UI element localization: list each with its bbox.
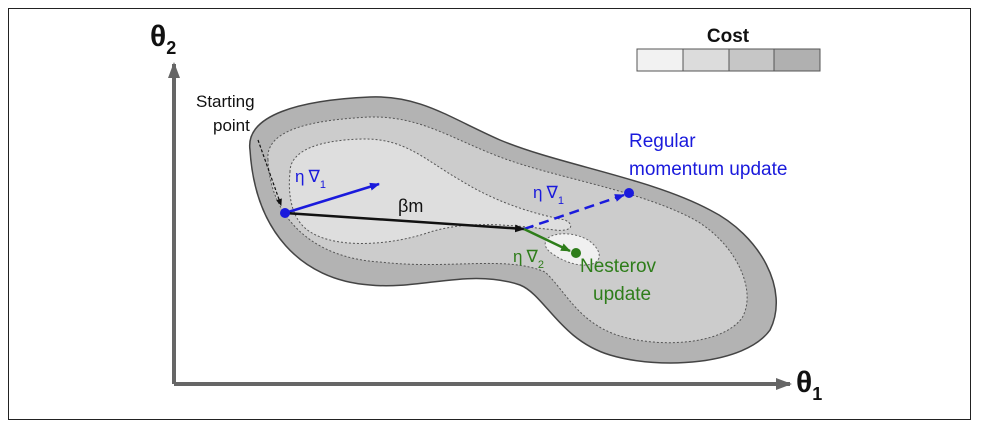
momentum-arrow (284, 211, 525, 233)
gradient-arrow-start (284, 182, 380, 215)
legend-colorbar (636, 48, 821, 72)
starting-point-marker (280, 208, 290, 218)
nesterov-update-label: Nesterov update (580, 256, 661, 305)
legend-title: Cost (707, 26, 750, 47)
legend-swatch-1 (636, 48, 684, 72)
gradient-label-start: η ∇1 (295, 167, 326, 191)
y-axis-label: θ2 (150, 20, 176, 58)
nesterov-update-point (571, 248, 581, 258)
legend-swatch-3 (728, 48, 775, 72)
figure-frame (8, 8, 971, 420)
gradient-label-regular: η ∇1 (533, 183, 564, 207)
legend-swatch-4 (773, 48, 821, 72)
regular-update-point (624, 188, 634, 198)
gradient-label-nesterov: η ∇2 (513, 247, 544, 271)
cost-region-core (544, 233, 600, 266)
starting-point-pointer (257, 139, 282, 206)
legend-swatch-2 (682, 48, 730, 72)
x-axis-label: θ1 (796, 366, 822, 404)
regular-update-label: Regular momentum update (629, 131, 787, 180)
starting-point-label: Starting point (196, 92, 259, 135)
gradient-arrow-nesterov (523, 227, 571, 253)
momentum-label: βm (398, 196, 423, 216)
gradient-arrow-regular (523, 193, 625, 231)
